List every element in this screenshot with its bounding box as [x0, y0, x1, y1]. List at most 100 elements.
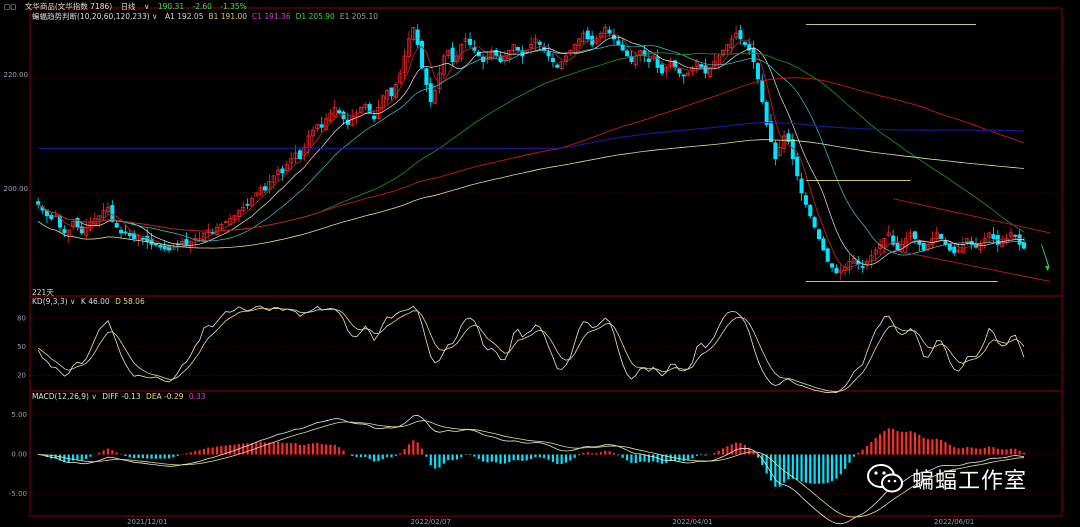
candle: [790, 139, 795, 160]
candle: [271, 175, 276, 183]
chevron-down-icon[interactable]: ∨: [70, 297, 76, 306]
candle: [655, 56, 660, 68]
candle: [206, 229, 211, 234]
candle: [463, 38, 468, 42]
candle: [123, 231, 128, 234]
last-price: 190.31: [157, 2, 185, 11]
kd-name[interactable]: KD(9,3,3): [32, 297, 68, 306]
candle: [385, 89, 390, 100]
candle: [816, 229, 821, 239]
candle: [838, 269, 843, 273]
candle: [263, 186, 268, 191]
candle: [498, 55, 503, 63]
candle: [555, 64, 560, 68]
candle: [830, 263, 835, 268]
candle: [782, 135, 787, 149]
main-indicator-value-0: A1 192.05: [164, 12, 204, 21]
candle: [921, 242, 926, 251]
candle: [101, 209, 106, 218]
candle: [75, 218, 80, 228]
candle: [869, 255, 874, 262]
candle: [895, 242, 900, 251]
x-tick-label: 2021/12/01: [127, 518, 167, 526]
candle: [236, 209, 241, 217]
candle: [686, 72, 691, 76]
candle: [891, 235, 896, 245]
candle: [79, 226, 84, 234]
x-tick-label: 2022/06/01: [934, 518, 974, 526]
candle: [328, 112, 333, 122]
candle: [153, 243, 158, 246]
main-indicator-value-2: C1 191.36: [252, 12, 291, 21]
ma233-line: [37, 139, 1025, 249]
chevron-down-icon[interactable]: ∨: [152, 12, 158, 21]
candle: [201, 232, 206, 243]
candle: [795, 156, 800, 177]
candle: [219, 224, 224, 229]
kd-d-value: D 58.06: [115, 297, 145, 306]
candle: [402, 55, 407, 73]
macd-value: 0.33: [188, 392, 206, 401]
candle: [468, 38, 473, 45]
ma10-line: [38, 36, 1025, 266]
candle: [424, 68, 429, 85]
candle: [66, 229, 71, 236]
candle: [289, 158, 294, 164]
candle: [803, 195, 808, 205]
main-bottom-label: 221天: [32, 288, 54, 297]
candle: [332, 106, 337, 117]
candle: [105, 206, 110, 213]
candle: [699, 64, 704, 68]
candle: [140, 237, 145, 240]
candle: [939, 233, 944, 239]
candle: [777, 146, 782, 156]
candle: [49, 214, 54, 219]
ma180-line: [38, 122, 1025, 149]
candle: [773, 142, 778, 160]
candle: [943, 240, 948, 245]
candle: [319, 124, 324, 128]
candle: [223, 221, 228, 223]
candle: [559, 61, 564, 69]
main-indicator-value-3: D1 205.90: [295, 12, 335, 21]
candle: [324, 118, 329, 131]
chevron-down-icon[interactable]: ∨: [143, 2, 150, 11]
candle: [668, 61, 673, 68]
symbol-name[interactable]: 文华商品(文华指数 7186): [24, 2, 113, 11]
window-controls-icon[interactable]: ◻◻: [4, 2, 17, 11]
candle: [516, 46, 521, 51]
chevron-down-icon[interactable]: ∨: [91, 392, 97, 401]
candle: [812, 217, 817, 228]
macd-tick-label: 0.00: [11, 451, 27, 459]
kd-legend: KD(9,3,3) ∨ K 46.00 D 58.06: [32, 297, 145, 306]
candle: [760, 79, 765, 102]
candle: [646, 58, 651, 63]
candle: [607, 29, 612, 34]
candle: [742, 41, 747, 45]
candle: [280, 168, 285, 174]
macd-name[interactable]: MACD(12,26,9): [32, 392, 89, 401]
candle: [62, 229, 67, 234]
candle: [934, 232, 939, 239]
candle: [1013, 234, 1018, 237]
candle: [337, 110, 342, 114]
candle: [616, 40, 621, 45]
candle: [127, 232, 132, 237]
macd-dea-line: [38, 420, 1025, 518]
candle: [293, 152, 298, 159]
candle: [546, 51, 551, 57]
candle: [184, 239, 189, 245]
candle: [258, 186, 263, 196]
candle: [393, 84, 398, 98]
watermark: 蝙蝠工作室: [866, 463, 1027, 495]
candle: [358, 106, 363, 113]
candle: [533, 38, 538, 44]
candle: [908, 232, 913, 237]
candle: [454, 55, 459, 62]
candle: [882, 238, 887, 249]
period-selector[interactable]: 日线: [120, 2, 136, 11]
candle: [415, 29, 420, 45]
candle: [751, 48, 756, 63]
main-indicator-name[interactable]: 蝙蝠趋势判断(10,20,60,120,233): [32, 12, 150, 21]
